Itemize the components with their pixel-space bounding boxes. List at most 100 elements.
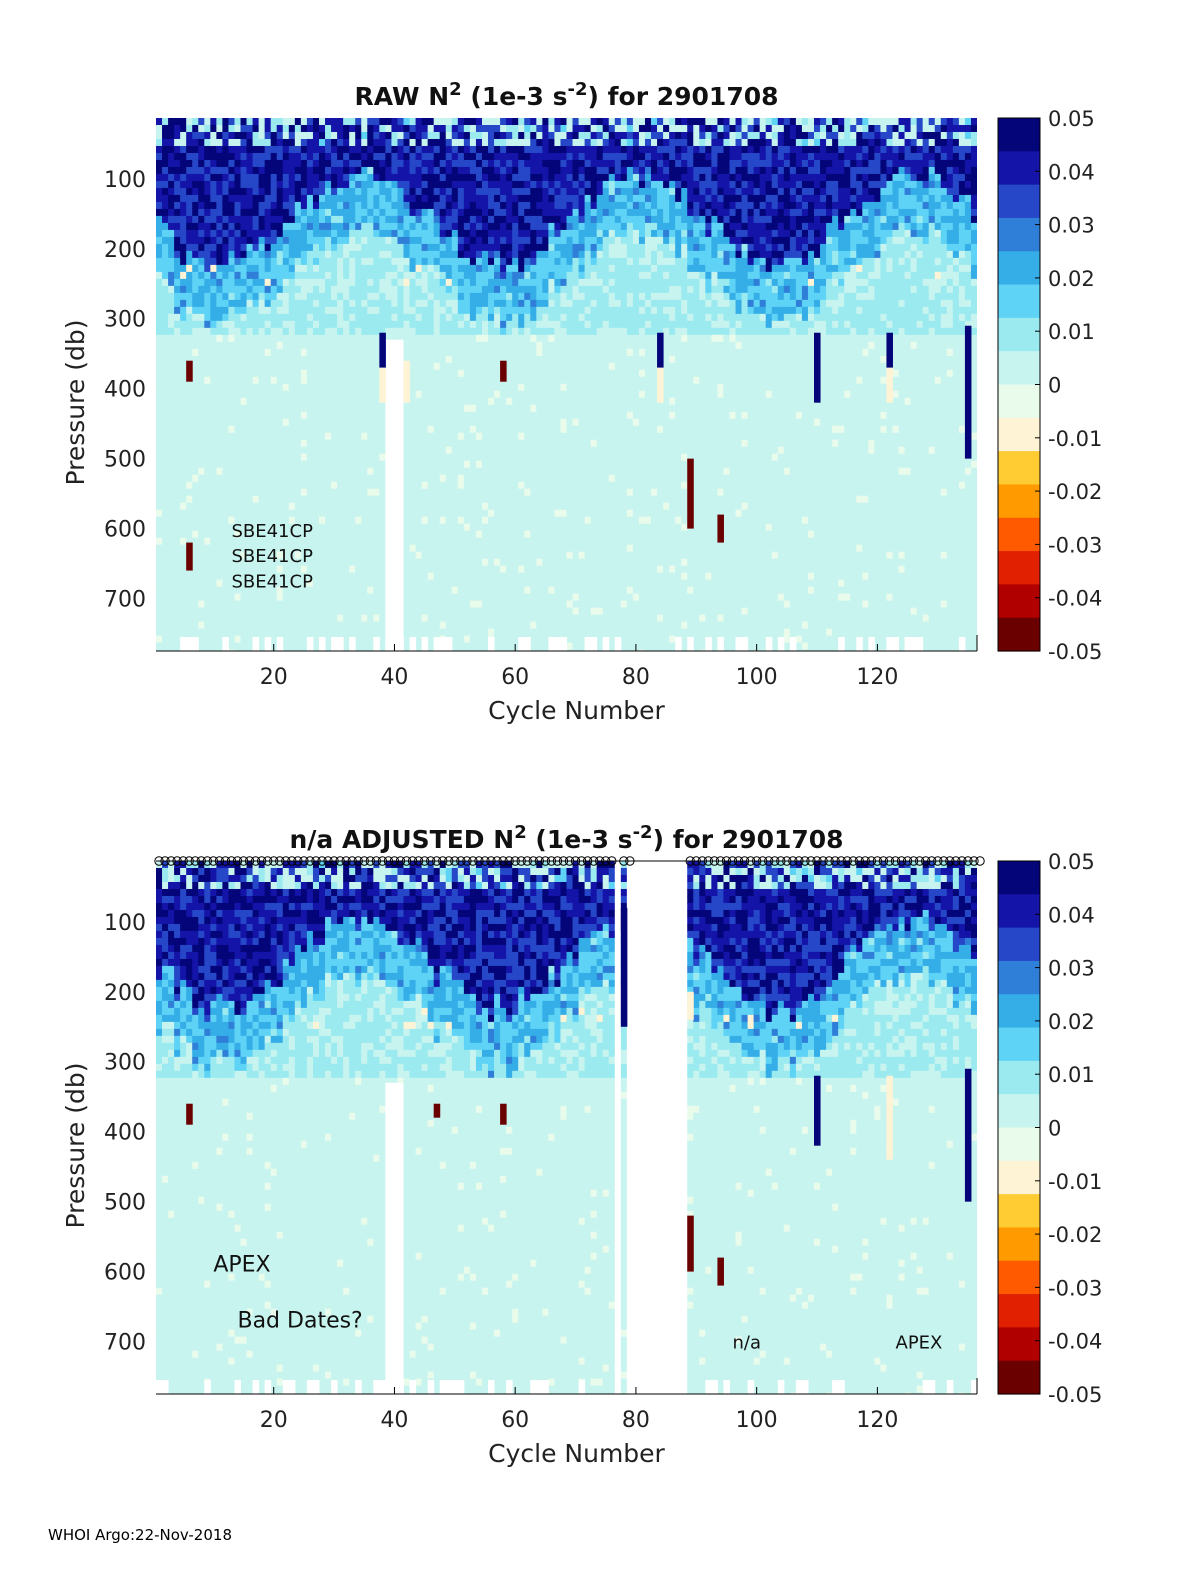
heatmap-column [270, 118, 278, 651]
heatmap-cell [210, 348, 217, 357]
heatmap-cell [270, 586, 278, 595]
heatmap-cell [294, 306, 302, 315]
heatmap-cell [174, 369, 181, 378]
heatmap-cell [506, 341, 513, 350]
heatmap-cell [469, 614, 477, 623]
heatmap-cell [306, 118, 314, 126]
heatmap-cell [180, 509, 187, 518]
heatmap-cell [379, 460, 386, 469]
heatmap-cell [469, 621, 477, 630]
heatmap-cell [222, 600, 230, 609]
heatmap-cell [192, 250, 199, 259]
heatmap-cell [409, 278, 417, 287]
heatmap-cell [325, 537, 332, 546]
heatmap-cell [403, 334, 411, 343]
heatmap-cell [433, 544, 441, 553]
heatmap-cell [373, 215, 380, 224]
heatmap-cell [421, 152, 429, 161]
heatmap-cell [403, 215, 411, 224]
heatmap-cell [294, 229, 302, 238]
heatmap-cell [222, 159, 230, 168]
heatmap-cell [306, 621, 314, 630]
heatmap-cell [168, 565, 175, 574]
heatmap-cell [264, 187, 272, 196]
heatmap-cell [355, 418, 362, 427]
heatmap-cell [433, 509, 441, 518]
heatmap-cell [451, 173, 459, 182]
heatmap-cell [312, 180, 320, 189]
heatmap-cell [439, 425, 447, 434]
heatmap-cell [325, 432, 332, 441]
heatmap-cell [337, 187, 344, 196]
heatmap-cell [216, 152, 224, 161]
heatmap-cell [385, 194, 393, 203]
heatmap-cell [282, 236, 290, 245]
heatmap-cell [252, 474, 260, 483]
heatmap-cell [494, 118, 501, 126]
heatmap-cell [337, 614, 344, 623]
heatmap-cell [367, 453, 374, 462]
heatmap-cell [433, 236, 441, 245]
heatmap-cell [439, 572, 447, 581]
heatmap-cell [216, 376, 224, 385]
heatmap-cell [216, 222, 224, 231]
heatmap-cell [312, 418, 320, 427]
heatmap-cell [318, 593, 326, 602]
heatmap-cell [500, 572, 507, 581]
heatmap-cell [481, 166, 489, 175]
heatmap-cell [457, 579, 465, 588]
heatmap-cell [524, 460, 531, 469]
heatmap-cell [403, 131, 411, 140]
heatmap-cell [282, 194, 290, 203]
heatmap-cell [234, 355, 242, 364]
heatmap-cell [494, 348, 501, 357]
heatmap-cell [156, 439, 163, 448]
heatmap-cell [276, 495, 284, 504]
heatmap-cell [361, 285, 368, 294]
heatmap-cell [512, 383, 519, 392]
heatmap-cell [222, 292, 230, 301]
heatmap-cell [300, 159, 308, 168]
heatmap-cell [475, 502, 483, 511]
heatmap-cell [518, 362, 525, 371]
heatmap-cell [451, 593, 459, 602]
heatmap-cell [475, 285, 483, 294]
heatmap-cell [246, 558, 254, 567]
heatmap-cell [379, 488, 386, 497]
heatmap-cell [367, 278, 374, 287]
heatmap-cell [234, 369, 242, 378]
heatmap-cell [506, 488, 513, 497]
heatmap-cell [500, 264, 507, 273]
heatmap-cell [222, 173, 230, 182]
heatmap-cell [530, 621, 537, 630]
heatmap-cell [409, 180, 417, 189]
heatmap-cell [252, 502, 260, 511]
heatmap-cell [439, 523, 447, 532]
heatmap-cell [469, 376, 477, 385]
heatmap-cell [355, 180, 362, 189]
heatmap-cell [234, 404, 242, 413]
heatmap-cell [512, 152, 519, 161]
heatmap-cell [355, 257, 362, 266]
heatmap-cell [246, 516, 254, 525]
heatmap-cell [433, 292, 441, 301]
heatmap-cell [433, 159, 441, 168]
heatmap-cell [246, 320, 254, 329]
heatmap-cell [433, 173, 441, 182]
heatmap-cell [331, 299, 338, 308]
heatmap-cell [469, 530, 477, 539]
heatmap-cell [457, 306, 465, 315]
heatmap-cell [331, 285, 338, 294]
heatmap-cell [180, 327, 187, 336]
heatmap-cell [156, 495, 163, 504]
heatmap-cell [421, 607, 429, 616]
heatmap-cell [488, 250, 495, 259]
heatmap-cell [361, 201, 368, 210]
heatmap-cell [506, 243, 513, 252]
heatmap-cell [524, 586, 531, 595]
heatmap-cell [180, 432, 187, 441]
heatmap-cell [512, 572, 519, 581]
heatmap-cell [397, 306, 405, 315]
heatmap-cell [361, 649, 368, 651]
heatmap-cell [500, 187, 507, 196]
